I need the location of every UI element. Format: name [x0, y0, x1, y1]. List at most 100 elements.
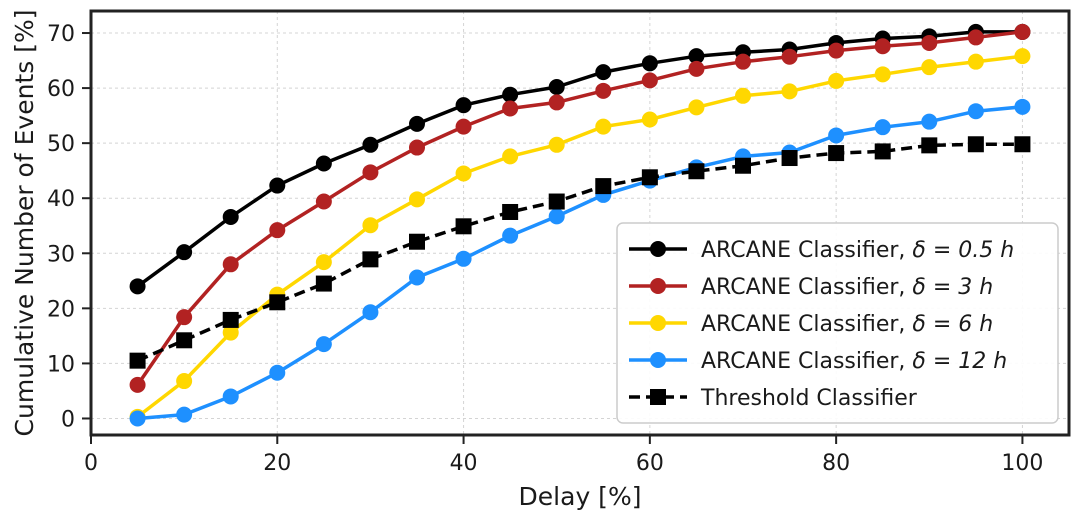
data-point: [409, 139, 425, 156]
data-point: [222, 388, 239, 405]
legend-item: ARCANE Classifier, δ = 6 h: [629, 312, 993, 337]
data-point: [921, 137, 938, 154]
data-point: [688, 60, 705, 77]
data-point: [1014, 98, 1031, 115]
data-point: [362, 217, 379, 234]
data-point: [315, 193, 332, 210]
data-point: [828, 72, 845, 89]
data-point: [967, 29, 984, 46]
y-tick-label: 70: [47, 22, 75, 47]
data-point: [735, 53, 751, 70]
legend-marker: [650, 389, 666, 405]
data-point: [828, 42, 845, 59]
x-tick-label: 100: [1001, 451, 1043, 476]
data-point: [502, 86, 519, 103]
x-tick-label: 40: [450, 451, 478, 476]
data-point: [222, 208, 239, 225]
ticks: 0 20 40 60 80 100 0 10 20 30 40 50 60 70: [47, 22, 1043, 476]
data-point: [502, 100, 519, 117]
data-point: [641, 169, 658, 186]
y-tick-label: 40: [47, 187, 75, 212]
data-point: [362, 164, 379, 181]
data-point: [828, 127, 845, 144]
data-point: [967, 103, 984, 120]
data-point: [781, 83, 798, 100]
data-point: [176, 332, 193, 349]
data-point: [921, 59, 938, 76]
data-point: [967, 136, 984, 153]
data-point: [176, 244, 193, 261]
data-point: [874, 119, 891, 136]
data-point: [222, 324, 239, 341]
legend-label-text: ARCANE Classifier,: [701, 238, 912, 263]
y-tick-label: 0: [61, 407, 75, 432]
data-point: [1014, 48, 1031, 65]
x-axis-label: Delay [%]: [519, 482, 642, 511]
data-point: [176, 406, 193, 423]
data-point: [176, 373, 193, 390]
data-point: [455, 118, 472, 135]
data-point: [129, 376, 146, 393]
data-point: [269, 294, 286, 311]
data-point: [781, 150, 798, 167]
legend-label: ARCANE Classifier, δ = 6 h: [701, 312, 993, 337]
data-point: [362, 251, 379, 268]
series-layer: [129, 23, 1031, 427]
x-tick-label: 60: [636, 451, 664, 476]
data-point: [129, 410, 146, 427]
legend-label-math: δ = 6 h: [912, 312, 993, 337]
data-point: [688, 48, 705, 65]
data-point: [548, 94, 565, 111]
data-point: [641, 55, 658, 72]
data-point: [129, 352, 146, 369]
data-point: [641, 111, 658, 128]
x-tick-label: 80: [822, 451, 850, 476]
data-point: [455, 250, 472, 267]
data-point: [1014, 136, 1031, 153]
data-point: [409, 233, 425, 250]
data-point: [362, 136, 379, 153]
data-point: [455, 165, 472, 182]
legend-marker: [650, 278, 666, 294]
data-point: [595, 118, 612, 135]
legend-box: [616, 222, 1059, 424]
x-tick-label: 0: [84, 451, 98, 476]
data-point: [921, 34, 938, 51]
data-point: [921, 113, 938, 130]
data-point: [688, 99, 705, 116]
data-point: [548, 208, 565, 225]
x-tick-label: 20: [263, 451, 291, 476]
legend-item: ARCANE Classifier, δ = 12 h: [629, 349, 1007, 374]
legend-label-math: δ = 3 h: [912, 275, 993, 300]
legend-marker: [650, 241, 666, 257]
legend-item: ARCANE Classifier, δ = 0.5 h: [629, 238, 1014, 263]
legend-marker: [650, 352, 666, 368]
data-point: [409, 115, 425, 132]
legend-label: Threshold Classifier: [700, 386, 918, 411]
data-point: [129, 278, 146, 295]
data-point: [222, 256, 239, 273]
legend-label: ARCANE Classifier, δ = 12 h: [701, 349, 1007, 374]
legend-label-text: ARCANE Classifier,: [701, 275, 912, 300]
data-point: [548, 193, 565, 210]
data-point: [222, 311, 239, 328]
series-3: [129, 48, 1031, 425]
legend-marker: [650, 315, 666, 331]
legend-item: ARCANE Classifier, δ = 3 h: [629, 275, 993, 300]
data-point: [455, 218, 472, 235]
data-point: [409, 269, 425, 286]
data-point: [548, 78, 565, 95]
data-point: [502, 203, 519, 220]
series-5: [129, 136, 1031, 369]
legend-label: ARCANE Classifier, δ = 3 h: [701, 275, 993, 300]
data-point: [409, 191, 425, 208]
data-point: [315, 254, 332, 271]
data-point: [455, 97, 472, 114]
legend-item: Threshold Classifier: [629, 386, 918, 411]
data-point: [641, 72, 658, 89]
legend-label-math: δ = 0.5 h: [912, 238, 1014, 263]
data-point: [269, 364, 286, 381]
legend-label-text: Threshold Classifier: [700, 386, 918, 411]
